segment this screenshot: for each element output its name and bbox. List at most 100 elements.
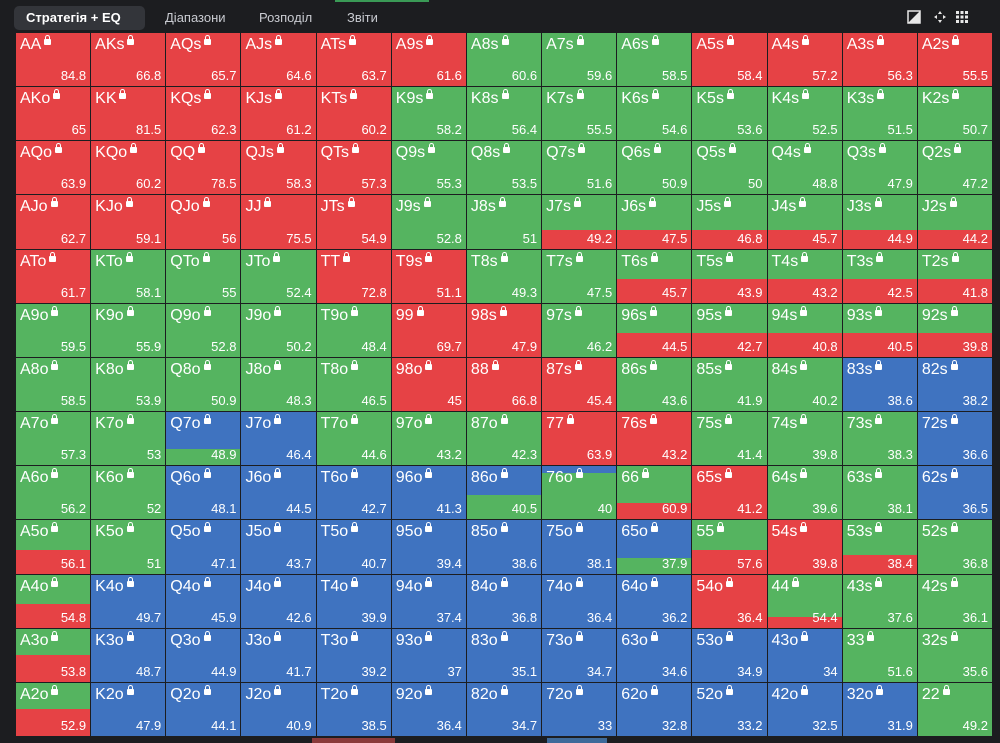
hand-cell-96o[interactable]: 96o 41.3	[391, 466, 467, 521]
hand-cell-kqs[interactable]: KQs 62.3	[166, 87, 242, 142]
hand-cell-a6s[interactable]: A6s 58.5	[617, 33, 693, 88]
hand-cell-t3s[interactable]: T3s 42.5	[842, 249, 918, 304]
hand-cell-j4o[interactable]: J4o 42.6	[241, 574, 317, 629]
hand-cell-62s[interactable]: 62s 36.5	[917, 466, 993, 521]
hand-cell-j9o[interactable]: J9o 50.2	[241, 303, 317, 358]
hand-cell-66[interactable]: 66 60.9	[617, 466, 693, 521]
hand-cell-63s[interactable]: 63s 38.1	[842, 466, 918, 521]
hand-cell-73o[interactable]: 73o 34.7	[542, 628, 618, 683]
hand-cell-94s[interactable]: 94s 40.8	[767, 303, 843, 358]
hand-cell-k4s[interactable]: K4s 52.5	[767, 87, 843, 142]
hand-cell-88[interactable]: 88 66.8	[466, 357, 543, 413]
hand-cell-92o[interactable]: 92o 36.4	[391, 682, 467, 737]
hand-cell-32o[interactable]: 32o 31.9	[842, 682, 918, 737]
hand-cell-52o[interactable]: 52o 33.2	[692, 682, 768, 737]
hand-cell-97s[interactable]: 97s 46.2	[542, 303, 618, 358]
hand-cell-jj[interactable]: JJ 75.5	[241, 195, 317, 250]
hand-cell-j9s[interactable]: J9s 52.8	[391, 195, 467, 250]
hand-cell-53s[interactable]: 53s 38.4	[842, 520, 918, 575]
hand-cell-aqo[interactable]: AQo 63.9	[16, 141, 92, 196]
hand-cell-75s[interactable]: 75s 41.4	[692, 412, 768, 467]
hand-cell-q8o[interactable]: Q8o 50.9	[166, 357, 242, 413]
hand-cell-kts[interactable]: KTs 60.2	[316, 87, 392, 142]
hand-cell-63o[interactable]: 63o 34.6	[617, 628, 693, 683]
hand-cell-95s[interactable]: 95s 42.7	[692, 303, 768, 358]
hand-cell-85s[interactable]: 85s 41.9	[692, 357, 768, 413]
hand-cell-q7o[interactable]: Q7o 48.9	[166, 412, 242, 467]
hand-cell-t4s[interactable]: T4s 43.2	[767, 249, 843, 304]
hand-cell-jto[interactable]: JTo 52.4	[241, 249, 317, 304]
hand-cell-t2s[interactable]: T2s 41.8	[917, 249, 993, 304]
hand-cell-54s[interactable]: 54s 39.8	[767, 520, 843, 575]
contrast-icon[interactable]	[904, 8, 924, 26]
hand-cell-aks[interactable]: AKs 66.8	[91, 33, 167, 88]
hand-cell-j3o[interactable]: J3o 41.7	[241, 628, 317, 683]
hand-cell-ajo[interactable]: AJo 62.7	[16, 195, 92, 250]
hand-cell-k5o[interactable]: K5o 51	[91, 520, 167, 575]
hand-cell-t7o[interactable]: T7o 44.6	[316, 412, 392, 467]
tab-distribution[interactable]: Розподіл	[259, 10, 313, 25]
hand-cell-99[interactable]: 99 69.7	[391, 303, 467, 358]
hand-cell-k4o[interactable]: K4o 49.7	[91, 574, 167, 629]
hand-cell-k8s[interactable]: K8s 56.4	[466, 87, 543, 142]
hand-cell-33[interactable]: 33 51.6	[842, 628, 918, 683]
hand-cell-qjs[interactable]: QJs 58.3	[241, 141, 317, 196]
hand-cell-k6s[interactable]: K6s 54.6	[617, 87, 693, 142]
hand-cell-j3s[interactable]: J3s 44.9	[842, 195, 918, 250]
hand-cell-t6o[interactable]: T6o 42.7	[316, 466, 392, 521]
hand-cell-64o[interactable]: 64o 36.2	[617, 574, 693, 629]
hand-cell-ats[interactable]: ATs 63.7	[316, 33, 392, 88]
hand-cell-83o[interactable]: 83o 35.1	[466, 628, 543, 683]
hand-cell-85o[interactable]: 85o 38.6	[466, 520, 543, 575]
hand-cell-77[interactable]: 77 63.9	[542, 412, 618, 467]
hand-cell-84o[interactable]: 84o 36.8	[466, 574, 543, 629]
hand-cell-q3o[interactable]: Q3o 44.9	[166, 628, 242, 683]
hand-cell-64s[interactable]: 64s 39.6	[767, 466, 843, 521]
hand-cell-43o[interactable]: 43o 34	[767, 628, 843, 683]
hand-cell-q6o[interactable]: Q6o 48.1	[166, 466, 242, 521]
hand-cell-q4s[interactable]: Q4s 48.8	[767, 141, 843, 196]
hand-cell-j5o[interactable]: J5o 43.7	[241, 520, 317, 575]
hand-cell-k9o[interactable]: K9o 55.9	[91, 303, 167, 358]
hand-cell-a9o[interactable]: A9o 59.5	[16, 303, 92, 358]
hand-cell-t3o[interactable]: T3o 39.2	[316, 628, 392, 683]
hand-cell-k8o[interactable]: K8o 53.9	[91, 357, 167, 413]
tab-ranges[interactable]: Діапазони	[165, 10, 226, 25]
hand-cell-k2s[interactable]: K2s 50.7	[917, 87, 993, 142]
hand-cell-55[interactable]: 55 57.6	[692, 520, 768, 575]
grid-icon[interactable]	[952, 8, 972, 26]
hand-cell-74o[interactable]: 74o 36.4	[542, 574, 618, 629]
hand-cell-t5s[interactable]: T5s 43.9	[692, 249, 768, 304]
hand-cell-74s[interactable]: 74s 39.8	[767, 412, 843, 467]
hand-cell-ajs[interactable]: AJs 64.6	[241, 33, 317, 88]
hand-cell-k7s[interactable]: K7s 55.5	[542, 87, 618, 142]
hand-cell-a3o[interactable]: A3o 53.8	[16, 628, 92, 683]
hand-cell-qto[interactable]: QTo 55	[166, 249, 242, 304]
hand-cell-a5o[interactable]: A5o 56.1	[16, 520, 92, 575]
hand-cell-k5s[interactable]: K5s 53.6	[692, 87, 768, 142]
hand-cell-q2s[interactable]: Q2s 47.2	[917, 141, 993, 196]
hand-cell-93o[interactable]: 93o 37	[391, 628, 467, 683]
hand-cell-t7s[interactable]: T7s 47.5	[542, 249, 618, 304]
hand-cell-a2o[interactable]: A2o 52.9	[16, 682, 92, 737]
hand-cell-a4s[interactable]: A4s 57.2	[767, 33, 843, 88]
hand-cell-k3s[interactable]: K3s 51.5	[842, 87, 918, 142]
hand-cell-65o[interactable]: 65o 37.9	[617, 520, 693, 575]
hand-cell-53o[interactable]: 53o 34.9	[692, 628, 768, 683]
hand-cell-94o[interactable]: 94o 37.4	[391, 574, 467, 629]
hand-cell-t8o[interactable]: T8o 46.5	[316, 357, 392, 413]
hand-cell-q6s[interactable]: Q6s 50.9	[617, 141, 693, 196]
hand-cell-87o[interactable]: 87o 42.3	[466, 412, 543, 467]
hand-cell-aqs[interactable]: AQs 65.7	[166, 33, 242, 88]
hand-cell-t9o[interactable]: T9o 48.4	[316, 303, 392, 358]
hand-cell-q4o[interactable]: Q4o 45.9	[166, 574, 242, 629]
hand-cell-k7o[interactable]: K7o 53	[91, 412, 167, 467]
hand-cell-k6o[interactable]: K6o 52	[91, 466, 167, 521]
hand-cell-a5s[interactable]: A5s 58.4	[692, 33, 768, 88]
hand-cell-54o[interactable]: 54o 36.4	[692, 574, 768, 629]
hand-cell-kto[interactable]: KTo 58.1	[91, 249, 167, 304]
hand-cell-97o[interactable]: 97o 43.2	[391, 412, 467, 467]
hand-cell-k2o[interactable]: K2o 47.9	[91, 682, 167, 737]
hand-cell-j6o[interactable]: J6o 44.5	[241, 466, 317, 521]
hand-cell-qts[interactable]: QTs 57.3	[316, 141, 392, 196]
